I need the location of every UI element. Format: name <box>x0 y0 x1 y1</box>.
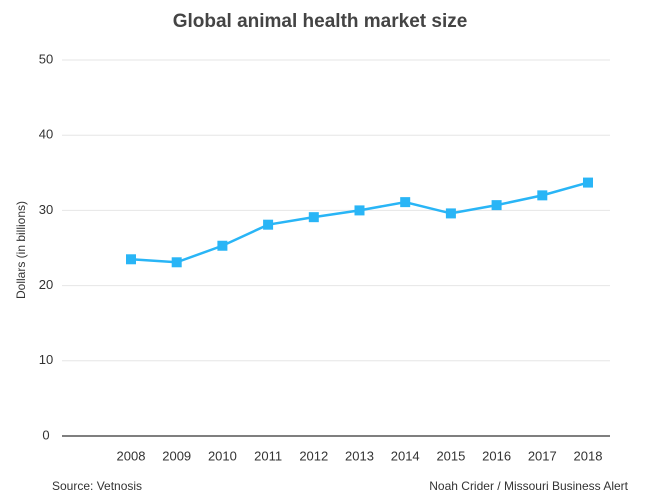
line <box>130 181 589 264</box>
marker <box>308 212 319 223</box>
x-tick-label: 2012 <box>299 448 328 463</box>
y-tick-label: 0 <box>42 427 49 442</box>
x-tick-label: 2009 <box>162 448 191 463</box>
marker <box>126 254 136 265</box>
marker <box>400 197 411 208</box>
marker <box>263 219 274 230</box>
x-tick-label: 2015 <box>436 448 465 463</box>
x-tick-label: 2013 <box>345 448 374 463</box>
marker <box>537 190 548 201</box>
marker <box>354 205 365 216</box>
x-tick-label: 2016 <box>482 448 511 463</box>
y-tick-label: 40 <box>39 127 53 142</box>
marker <box>171 257 182 268</box>
x-tick-label: 2017 <box>528 448 557 463</box>
marker <box>217 240 228 251</box>
y-tick-label: 20 <box>39 277 53 292</box>
marker <box>445 208 456 219</box>
marker <box>491 200 502 211</box>
chart-title: Global animal health market size <box>173 11 468 32</box>
marker <box>583 177 593 188</box>
source: Source: Vetnosis <box>52 479 142 493</box>
x-tick-label: 2014 <box>391 448 420 463</box>
x-tick-label: 2011 <box>254 448 282 463</box>
y-tick-label: 50 <box>39 51 53 66</box>
x-tick-label: 2008 <box>117 448 146 463</box>
x-tick-label: 2010 <box>208 448 237 463</box>
y-axis-label: Dollars (in billions) <box>14 201 28 299</box>
y-tick-label: 30 <box>39 202 53 217</box>
y-tick-label: 10 <box>39 352 53 367</box>
x-tick-label: 2018 <box>574 448 603 463</box>
credit: Noah Crider / Missouri Business Alert <box>429 479 628 493</box>
